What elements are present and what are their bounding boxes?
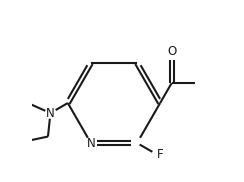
Text: N: N: [87, 136, 95, 150]
Text: O: O: [167, 45, 176, 58]
Text: N: N: [46, 107, 55, 120]
Text: F: F: [157, 148, 164, 161]
